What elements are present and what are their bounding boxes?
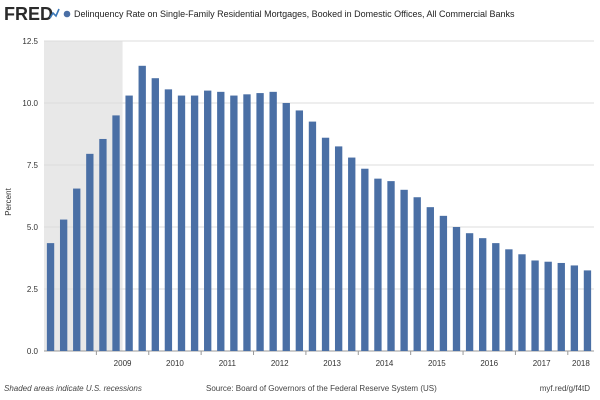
bar-2015Q3 (439, 215, 448, 351)
bar-2010Q3 (177, 95, 186, 351)
bar-2010Q1 (151, 78, 159, 351)
source-credit: Source: Board of Governors of the Federa… (206, 384, 437, 393)
x-axis-ticks: 2009 2010 2011 2012 2013 2014 2015 2016 2017 2018 (95, 351, 590, 368)
legend-label: Delinquency Rate on Single-Family Reside… (74, 9, 515, 19)
x-tick-label: 2010 (166, 359, 184, 368)
bar-2017Q2 (531, 260, 539, 351)
bar-2017Q3 (544, 261, 552, 351)
bar-2012Q4 (295, 110, 304, 351)
bar-2014Q3 (387, 181, 395, 351)
x-tick-label: 2012 (271, 359, 289, 368)
chart-url: myf.red/g/f4tD (540, 384, 590, 393)
bar-2012Q3 (282, 103, 290, 351)
y-axis-label: Percent (4, 187, 13, 215)
bar-2011Q3 (230, 95, 238, 351)
recession-shading-layer (44, 41, 123, 351)
bar-2008Q3 (73, 188, 81, 351)
bar-2013Q1 (308, 121, 317, 351)
x-tick-label: 2016 (480, 359, 498, 368)
bar-2014Q1 (361, 168, 369, 351)
bar-2016Q2 (479, 238, 487, 351)
bar-2018Q2 (583, 270, 592, 351)
fred-logo: FRED (4, 4, 60, 24)
bar-2016Q1 (465, 233, 474, 351)
bar-2010Q2 (164, 89, 173, 352)
x-tick-label: 2018 (572, 359, 590, 368)
bar-2013Q2 (321, 137, 330, 351)
bar-2009Q2 (112, 115, 120, 352)
x-tick-label: 2011 (219, 359, 237, 368)
y-tick-label: 7.5 (27, 161, 39, 170)
bar-2012Q1 (256, 93, 264, 351)
y-tick-label: 10.0 (22, 99, 38, 108)
bar-2010Q4 (190, 95, 199, 351)
bar-2009Q4 (138, 65, 146, 352)
x-tick-label: 2009 (114, 359, 132, 368)
bar-2008Q1 (46, 243, 55, 351)
fred-logo-sparkline-icon (49, 8, 60, 19)
bar-2016Q3 (492, 243, 500, 351)
bar-2008Q2 (59, 219, 68, 351)
bar-2016Q4 (505, 249, 513, 351)
bar-2012Q2 (269, 91, 277, 351)
bar-2011Q4 (243, 94, 251, 351)
recession-shading (44, 41, 123, 351)
y-tick-label: 12.5 (22, 37, 38, 46)
y-tick-label: 0.0 (27, 347, 39, 356)
bar-2013Q4 (348, 157, 356, 351)
gridlines (44, 40, 594, 352)
bar-2015Q4 (452, 227, 461, 351)
bar-2009Q1 (99, 138, 107, 351)
bar-2014Q4 (400, 189, 408, 351)
bar-2018Q1 (570, 265, 579, 351)
bar-2017Q4 (557, 262, 565, 351)
bar-2013Q3 (334, 146, 343, 351)
bar-2015Q2 (426, 207, 434, 351)
x-tick-label: 2017 (533, 359, 551, 368)
bars (46, 65, 592, 352)
bar-2011Q2 (217, 91, 225, 351)
recession-note: Shaded areas indicate U.S. recessions (4, 384, 142, 393)
fred-logo-text: FRED (4, 4, 53, 24)
bar-2009Q3 (125, 95, 133, 351)
bar-2011Q1 (204, 90, 212, 351)
y-tick-label: 5.0 (27, 223, 39, 232)
x-tick-label: 2013 (323, 359, 341, 368)
bar-2014Q2 (374, 178, 382, 351)
x-tick-label: 2015 (428, 359, 446, 368)
bar-2015Q1 (413, 197, 421, 351)
bar-2017Q1 (518, 254, 526, 351)
bar-2008Q4 (86, 153, 94, 351)
x-tick-label: 2014 (376, 359, 394, 368)
y-tick-label: 2.5 (27, 285, 39, 294)
y-axis-ticks: 0.0 2.5 5.0 7.5 10.0 12.5 (22, 37, 38, 356)
legend-marker (63, 10, 71, 18)
